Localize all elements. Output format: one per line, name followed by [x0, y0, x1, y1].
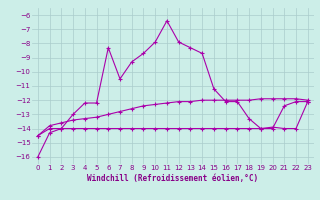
X-axis label: Windchill (Refroidissement éolien,°C): Windchill (Refroidissement éolien,°C) [87, 174, 258, 183]
